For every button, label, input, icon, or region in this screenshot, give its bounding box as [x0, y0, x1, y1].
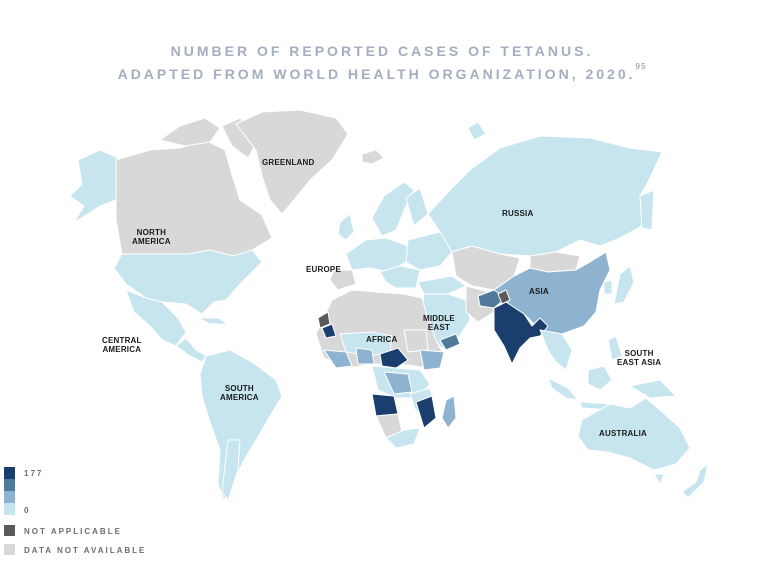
region-nigeria [355, 347, 375, 365]
legend-not-available-label: DATA NOT AVAILABLE [24, 546, 147, 555]
region-baffin [221, 117, 259, 159]
legend-max-label: 177 [24, 469, 44, 478]
label-africa: AFRICA [366, 335, 398, 344]
label-greenland: GREENLAND [262, 158, 315, 167]
label-asia: ASIA [529, 287, 549, 296]
reference-superscript: 95 [635, 62, 647, 72]
label-russia: RUSSIA [502, 209, 534, 218]
region-mauritania [321, 323, 337, 339]
legend-not-applicable-swatch [4, 525, 15, 536]
region-central-america [175, 337, 207, 363]
map-title-citation: ADAPTED FROM WORLD HEALTH ORGANIZATION, … [117, 66, 636, 82]
region-greenland [235, 109, 349, 215]
region-scandinavia [371, 181, 415, 237]
region-russia [427, 135, 663, 257]
region-balkans [379, 265, 421, 289]
legend-not-available-swatch [4, 544, 15, 555]
region-argentina [221, 439, 241, 501]
region-philippines [607, 335, 623, 361]
region-chad-car [379, 347, 409, 369]
region-japan [613, 265, 635, 305]
legend-not-applicable-label: NOT APPLICABLE [24, 527, 122, 536]
region-papua [629, 379, 677, 399]
region-western-sahara [317, 311, 331, 329]
region-india [493, 301, 549, 365]
region-southern-africa [385, 427, 421, 449]
region-alaska [69, 149, 119, 223]
label-south-america-line-1: SOUTH [224, 384, 254, 393]
label-europe: EUROPE [306, 265, 341, 274]
label-central-america-line-1: CENTRAL [102, 336, 142, 345]
map-title-line-1: NUMBER OF REPORTED CASES OF TETANUS. [170, 43, 594, 59]
region-kamchatka [639, 189, 655, 231]
region-borneo [587, 365, 613, 391]
region-kashmir [497, 289, 511, 305]
label-central-america-line-2: AMERICA [102, 345, 142, 354]
region-ethiopia [419, 349, 445, 371]
region-korea [603, 279, 613, 295]
region-mexico [125, 289, 187, 347]
legend-scale-step-2 [4, 479, 15, 491]
region-sumatra [547, 377, 579, 401]
region-usa [113, 249, 263, 315]
label-north-america-line-2: AMERICA [132, 237, 171, 246]
region-yemen [439, 333, 461, 351]
region-angola [371, 393, 399, 417]
legend-min-label: 0 [24, 506, 31, 515]
label-south-east-asia-line-2: EAST ASIA [617, 358, 662, 367]
region-madagascar [441, 395, 457, 429]
label-north-america: NORTH AMERICA [132, 228, 171, 246]
legend-scale-step-1 [4, 467, 15, 479]
region-iceland [361, 149, 385, 165]
region-australia [577, 397, 691, 471]
region-mongolia [529, 251, 581, 273]
legend-scale-step-4 [4, 503, 15, 515]
region-south-america [199, 349, 283, 501]
map-title-line-2: ADAPTED FROM WORLD HEALTH ORGANIZATION, … [0, 62, 764, 82]
region-caribbean [197, 317, 229, 325]
region-sudan [403, 329, 429, 353]
region-uk [337, 213, 355, 241]
region-mozambique [415, 395, 437, 429]
region-congo [383, 371, 413, 395]
label-middle-east-line-1: MIDDLE [423, 314, 455, 323]
region-arctic-islands [159, 117, 221, 147]
label-australia: AUSTRALIA [599, 429, 648, 438]
region-tasmania [653, 473, 665, 485]
region-se-asia [539, 329, 573, 371]
label-north-america-line-1: NORTH [136, 228, 167, 237]
label-south-east-asia: SOUTH EAST ASIA [617, 349, 661, 367]
region-iberia [329, 269, 357, 291]
label-south-east-asia-line-1: SOUTH [624, 349, 654, 358]
label-central-america: CENTRAL AMERICA [102, 336, 142, 354]
label-middle-east-line-2: EAST [427, 323, 450, 332]
region-west-africa [323, 349, 353, 369]
label-south-america-line-2: AMERICA [220, 393, 259, 402]
label-middle-east: MIDDLE EAST [423, 314, 455, 332]
legend-scale-step-3 [4, 491, 15, 503]
label-south-america: SOUTH AMERICA [220, 384, 259, 402]
region-novaya-zemlya [467, 121, 487, 141]
region-turkey [417, 275, 467, 295]
region-new-zealand [681, 463, 709, 499]
